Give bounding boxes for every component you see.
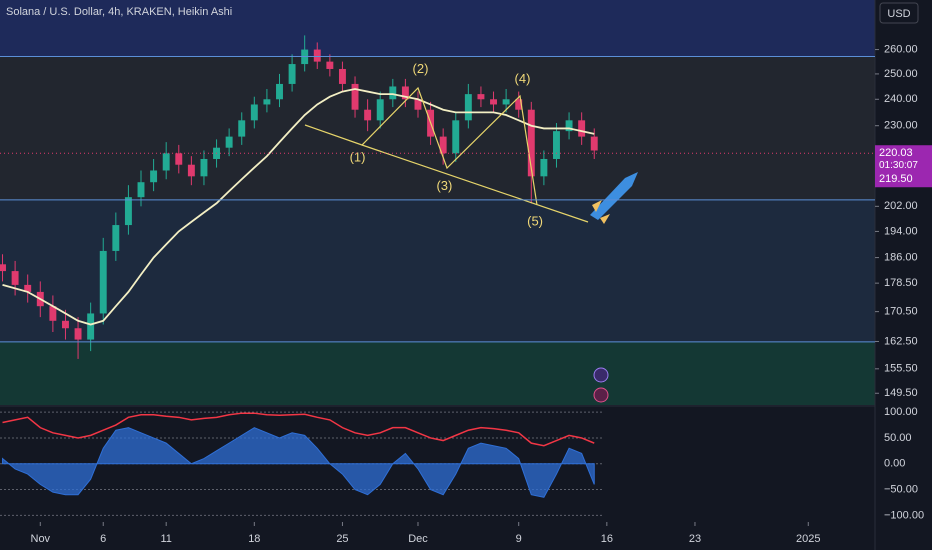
y-tick-label: 178.50 bbox=[884, 277, 918, 289]
candle-body bbox=[112, 225, 120, 251]
candle-body bbox=[326, 61, 334, 69]
candle-body bbox=[0, 264, 6, 272]
y-tick-label: 50.00 bbox=[884, 432, 912, 444]
currency[interactable]: USD bbox=[887, 8, 910, 20]
candle-body bbox=[313, 49, 321, 62]
candle-body bbox=[150, 170, 158, 183]
y-tick-label: 260.00 bbox=[884, 43, 918, 55]
candle-body bbox=[351, 83, 359, 110]
candle-body bbox=[477, 94, 485, 100]
x-tick-label: 25 bbox=[336, 533, 348, 545]
candle-body bbox=[490, 99, 497, 105]
zones bbox=[0, 0, 875, 405]
candle-body bbox=[124, 197, 132, 226]
y-tick-label: 194.00 bbox=[884, 225, 918, 237]
zone bbox=[0, 199, 875, 342]
candle-body bbox=[527, 109, 535, 177]
x-tick-label: Dec bbox=[408, 533, 428, 545]
countdown: 01:30:07 bbox=[879, 160, 918, 171]
candle-body bbox=[175, 153, 183, 165]
zone bbox=[0, 0, 875, 57]
icon[interactable] bbox=[593, 387, 609, 403]
candle-body bbox=[502, 99, 510, 105]
y-tick-label: 240.00 bbox=[884, 93, 918, 105]
y-tick-label: 155.50 bbox=[884, 363, 918, 375]
candle-body bbox=[87, 313, 95, 340]
x-tick-label: 18 bbox=[248, 533, 260, 545]
y-tick-label: −100.00 bbox=[884, 509, 924, 521]
x-tick-label: 9 bbox=[516, 533, 522, 545]
zone bbox=[0, 56, 875, 200]
candle-body bbox=[162, 153, 170, 171]
last-price: 220.03 bbox=[879, 147, 913, 159]
y-tick-label: 100.00 bbox=[884, 406, 918, 418]
candle-body bbox=[376, 99, 384, 121]
candle-body bbox=[187, 164, 195, 177]
y-tick-label: 202.00 bbox=[884, 200, 918, 212]
y-tick-label: 250.00 bbox=[884, 68, 918, 80]
candle-body bbox=[276, 83, 283, 100]
candle-body bbox=[288, 64, 296, 84]
candle-body bbox=[238, 120, 246, 137]
y-tick-label: 0.00 bbox=[884, 458, 905, 470]
moving-average bbox=[2, 88, 595, 326]
candle-body bbox=[263, 99, 271, 105]
candle-body bbox=[464, 94, 472, 121]
x-tick-label: 23 bbox=[689, 533, 701, 545]
oscillator-area bbox=[2, 427, 595, 498]
y-tick-label: 162.50 bbox=[884, 335, 918, 347]
candle-body bbox=[338, 68, 346, 84]
candle-body bbox=[565, 120, 573, 132]
candle-body bbox=[515, 99, 523, 110]
candle-body bbox=[540, 158, 548, 177]
candle-body bbox=[137, 182, 145, 198]
y-tick-label: 230.00 bbox=[884, 120, 918, 132]
y-tick-label: −50.00 bbox=[884, 483, 918, 495]
zone bbox=[0, 341, 875, 405]
candle-body bbox=[401, 86, 409, 100]
x-tick-label: 16 bbox=[601, 533, 613, 545]
candle-body bbox=[553, 131, 560, 159]
candle-body bbox=[62, 320, 69, 329]
wave-label: (4) bbox=[515, 71, 531, 86]
candle-body bbox=[250, 104, 258, 121]
candle-body bbox=[439, 136, 447, 154]
rocket-icon bbox=[590, 172, 638, 224]
candle-body bbox=[200, 158, 208, 177]
candle-body bbox=[11, 271, 19, 285]
candle-body bbox=[99, 250, 107, 314]
x-tick-label: Nov bbox=[31, 533, 51, 545]
wave-line bbox=[304, 86, 538, 206]
candle-body bbox=[364, 109, 372, 121]
candle-body bbox=[414, 99, 422, 110]
candle-body bbox=[225, 136, 233, 148]
icon[interactable] bbox=[593, 367, 609, 383]
candle-body bbox=[49, 306, 57, 321]
y-tick-label: 149.50 bbox=[884, 387, 918, 399]
x-tick-label: 2025 bbox=[796, 533, 820, 545]
candle-body bbox=[389, 86, 397, 100]
y-tick-label: 170.50 bbox=[884, 306, 918, 318]
candle-body bbox=[74, 328, 82, 340]
price-tag bbox=[875, 171, 932, 188]
x-tick-label: 6 bbox=[100, 533, 106, 545]
price-tag bbox=[875, 145, 932, 174]
x-tick-label: 11 bbox=[160, 533, 171, 545]
candle-body bbox=[452, 120, 460, 154]
chart-title: Solana / U.S. Dollar, 4h, KRAKEN, Heikin… bbox=[6, 6, 232, 18]
candle-body bbox=[24, 284, 32, 292]
candle-body bbox=[578, 120, 586, 137]
y-tick-label: 186.00 bbox=[884, 251, 918, 263]
wave-label: (5) bbox=[527, 213, 543, 228]
oscillator-line bbox=[2, 412, 595, 447]
currency-button[interactable] bbox=[879, 2, 919, 24]
candle-body bbox=[590, 136, 598, 151]
wave-label: (2) bbox=[413, 61, 429, 76]
wave-label: (3) bbox=[436, 178, 452, 193]
prev-price: 219.50 bbox=[879, 173, 913, 185]
trend-line bbox=[361, 144, 589, 223]
wave-label: (1) bbox=[350, 149, 366, 164]
